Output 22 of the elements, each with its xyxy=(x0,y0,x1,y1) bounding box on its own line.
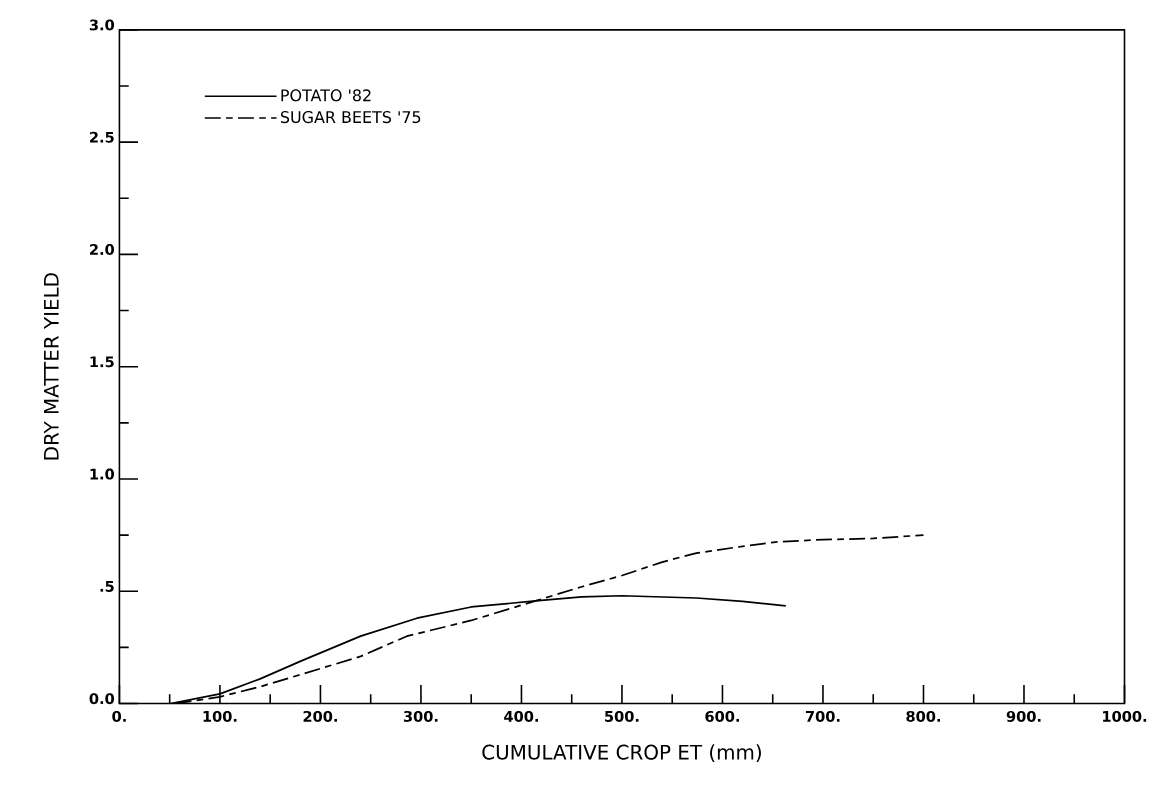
x-tick-label: 900. xyxy=(1006,710,1041,722)
y-tick-label: 1.5 xyxy=(90,356,114,368)
x-tick-label: 500. xyxy=(605,710,639,722)
x-tick-label: 100. xyxy=(203,710,237,722)
x-tick-label: 0. xyxy=(112,710,126,722)
y-axis-title: DRY MATTER YIELD xyxy=(44,273,59,460)
y-tick-label: 3.0 xyxy=(89,19,115,31)
x-tick-label: 1000. xyxy=(1103,710,1147,722)
x-tick-label: 600. xyxy=(705,710,739,722)
y-tick-label: 2.0 xyxy=(90,243,115,255)
x-tick-label: 800. xyxy=(906,710,941,722)
y-tick-label: 1.0 xyxy=(90,468,115,480)
y-tick-label: 0.0 xyxy=(89,693,115,705)
legend-label: SUGAR BEETS '75 xyxy=(280,111,421,124)
x-axis-title: CUMULATIVE CROP ET (mm) xyxy=(482,744,761,762)
y-tick-label: .5 xyxy=(100,580,114,592)
x-tick-label: 400. xyxy=(504,710,538,722)
x-tick-label: 200. xyxy=(303,710,337,722)
y-tick-label: 2.5 xyxy=(90,131,114,143)
legend-label: POTATO '82 xyxy=(281,89,371,102)
x-tick-label: 300. xyxy=(403,710,438,722)
x-tick-label: 700. xyxy=(805,710,840,722)
